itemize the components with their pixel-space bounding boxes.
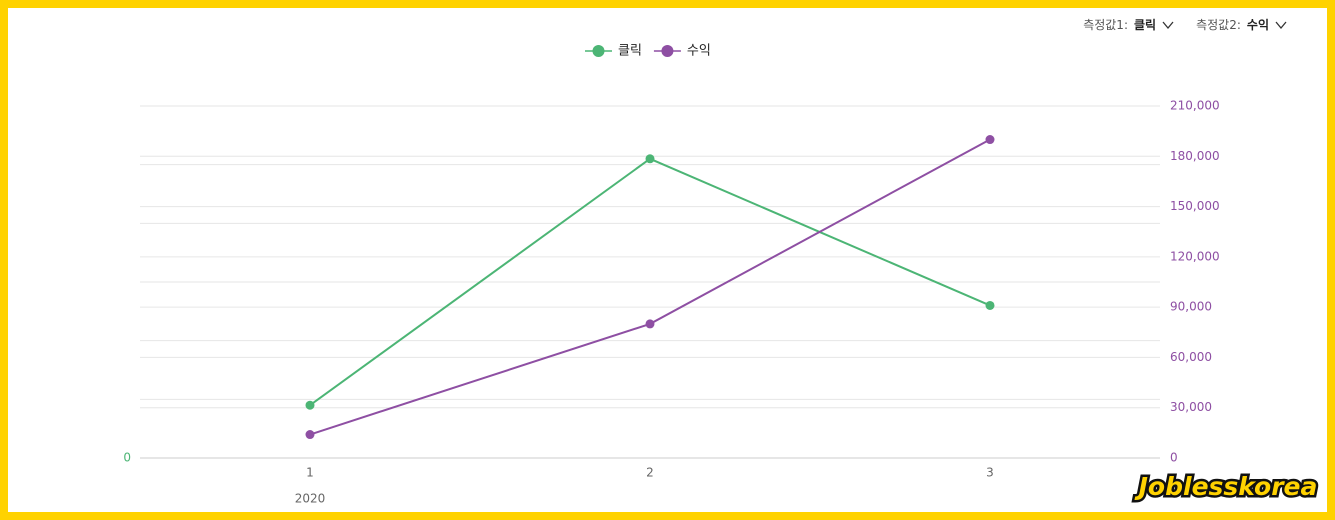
legend-item[interactable]: 수익 [653, 44, 711, 59]
y2-tick-label: 210,000 [1170, 99, 1220, 113]
y2-tick-label: 120,000 [1170, 249, 1220, 263]
measure-label: 측정값1: [1083, 18, 1128, 32]
data-point [305, 400, 315, 410]
legend-marker [592, 45, 605, 57]
y2-tick-label: 90,000 [1170, 300, 1212, 314]
chevron [1275, 21, 1287, 29]
legend-label: 클릭 [618, 44, 642, 59]
y2-tick-label: 150,000 [1170, 199, 1220, 213]
y2-tick-label: 60,000 [1170, 350, 1212, 364]
chevron [1162, 21, 1174, 29]
measure-select[interactable]: 측정값2: 수익 [1196, 16, 1287, 33]
measure-label: 측정값2: [1196, 18, 1241, 32]
data-point [985, 300, 995, 310]
legend-marker [661, 45, 674, 57]
series-line [309, 138, 991, 436]
watermark: Joblesskorea [1134, 472, 1318, 501]
data-point [645, 154, 655, 164]
x-tick-label: 3 [986, 466, 994, 480]
legend-label: 수익 [687, 44, 711, 59]
y-tick-label: 0 [123, 451, 131, 465]
y2-tick-label: 30,000 [1170, 400, 1212, 414]
measure-value: 클릭 [1134, 18, 1157, 32]
measure-select[interactable]: 측정값1: 클릭 [1083, 16, 1174, 33]
x-group-label: 2020 [295, 492, 326, 506]
y2-tick-label: 180,000 [1170, 149, 1220, 163]
y2-tick-label: 0 [1170, 451, 1178, 465]
x-tick-label: 1 [306, 466, 314, 480]
x-tick-label: 2 [646, 466, 654, 480]
data-point [985, 135, 995, 145]
legend-item[interactable]: 클릭 [585, 44, 642, 59]
data-point [645, 319, 655, 329]
controls: 측정값1: 클릭 측정값2: 수익 [1083, 16, 1287, 33]
measure-value: 수익 [1246, 18, 1269, 32]
data-point [305, 430, 315, 440]
